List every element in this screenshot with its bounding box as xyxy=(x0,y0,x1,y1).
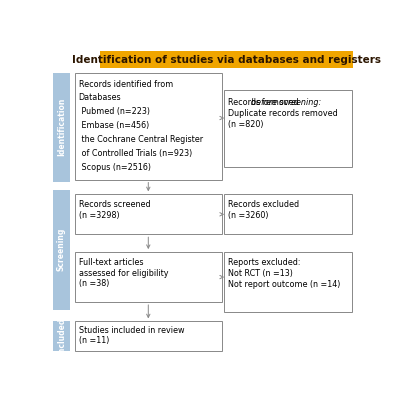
Bar xyxy=(75,252,222,302)
Bar xyxy=(224,90,352,167)
Bar xyxy=(75,74,222,180)
Text: Not RCT (n =13): Not RCT (n =13) xyxy=(228,269,293,278)
Text: Pubmed (n=223): Pubmed (n=223) xyxy=(79,107,150,116)
Text: Duplicate records removed: Duplicate records removed xyxy=(228,109,338,118)
Text: Reports excluded:: Reports excluded: xyxy=(228,258,300,267)
Bar xyxy=(224,194,352,234)
Text: Included: Included xyxy=(57,317,66,355)
Text: Identification of studies via databases and registers: Identification of studies via databases … xyxy=(72,55,381,65)
Bar xyxy=(224,252,352,312)
Text: Scopus (n=2516): Scopus (n=2516) xyxy=(79,163,150,172)
Text: Identification: Identification xyxy=(57,98,66,156)
Text: Records identified from: Records identified from xyxy=(79,80,173,88)
Text: Full-text articles
assessed for eligibility
(n =38): Full-text articles assessed for eligibil… xyxy=(79,258,168,288)
Text: Databases: Databases xyxy=(79,94,121,102)
Bar xyxy=(53,73,70,182)
Text: Not report outcome (n =14): Not report outcome (n =14) xyxy=(228,280,340,289)
Text: Embase (n=456): Embase (n=456) xyxy=(79,121,149,130)
Text: before screening:: before screening: xyxy=(251,98,322,107)
Bar xyxy=(75,194,222,234)
Bar xyxy=(53,190,70,310)
Bar xyxy=(53,321,70,351)
Text: (n =820): (n =820) xyxy=(228,120,264,129)
Bar xyxy=(75,321,222,351)
Text: Records screened
(n =3298): Records screened (n =3298) xyxy=(79,200,150,220)
Text: Records excluded
(n =3260): Records excluded (n =3260) xyxy=(228,200,299,220)
Text: Records removed: Records removed xyxy=(228,98,301,107)
Text: Screening: Screening xyxy=(57,228,66,272)
Text: Studies included in review
(n =11): Studies included in review (n =11) xyxy=(79,326,184,345)
Text: of Controlled Trials (n=923): of Controlled Trials (n=923) xyxy=(79,149,192,158)
Text: the Cochrane Central Register: the Cochrane Central Register xyxy=(79,135,203,144)
Bar xyxy=(100,51,353,68)
